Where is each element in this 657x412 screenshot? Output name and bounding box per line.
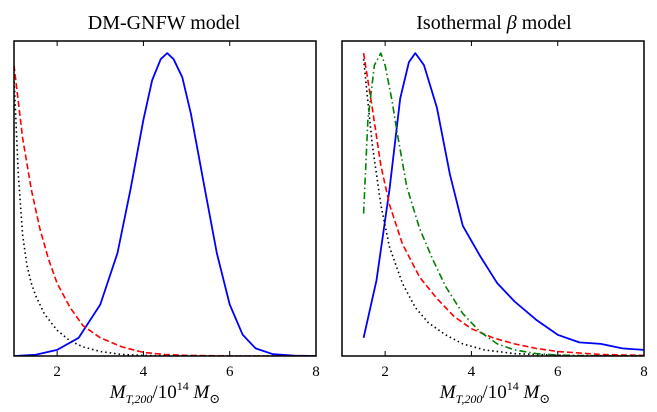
panel-left-x-ticks: 2 4 6 8 [53,41,320,380]
panel-left-x-tick-label-8: 8 [312,364,320,380]
panel-right-black-dotted-line [362,59,644,356]
panel-right-x-ticks: 2 4 6 8 [381,41,648,380]
panel-right-x-tick-label-4: 4 [468,364,476,380]
panel-left-x-axis-label: MT,200/1014 M⊙ [109,379,220,406]
panel-right-green-dashdot-line [362,52,644,356]
panel-right-x-axis-label: MT,200/1014 M⊙ [439,379,550,406]
panel-right-x-tick-label-8: 8 [640,364,648,380]
panel-right: Isothermal β model 2 4 6 8 MT,200/1014 M⊙ [341,12,648,406]
panel-left-blue-solid-line [14,52,316,356]
panel-right-red-dashed-line [362,52,644,356]
panel-left-frame [13,40,317,357]
panel-right-frame [341,40,645,357]
panel-left-x-tick-label-2: 2 [53,364,61,380]
panel-right-x-tick-label-6: 6 [554,364,562,380]
panel-right-series [362,52,644,356]
panel-left-title: DM-GNFW model [88,12,241,34]
panel-right-blue-solid-line [362,52,644,351]
panel-left: DM-GNFW model 2 4 6 8 MT,200/1014 M⊙ [13,12,320,406]
panel-left-black-dotted-line [14,77,316,356]
panel-left-red-dashed-line [14,65,316,356]
panel-left-x-tick-label-4: 4 [140,364,148,380]
panel-right-title: Isothermal β model [416,12,572,34]
panel-left-x-tick-label-6: 6 [226,364,234,380]
panel-left-series [14,52,316,356]
panel-right-x-tick-label-2: 2 [381,364,389,380]
